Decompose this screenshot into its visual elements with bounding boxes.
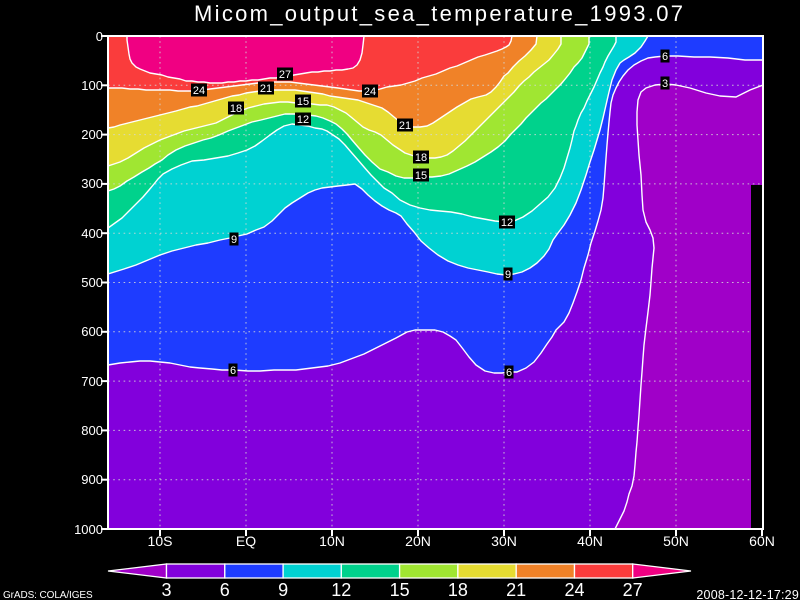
svg-text:6: 6 <box>506 367 512 379</box>
svg-text:12: 12 <box>331 580 351 600</box>
svg-text:15: 15 <box>390 580 410 600</box>
svg-text:3: 3 <box>662 78 668 90</box>
svg-text:24: 24 <box>193 85 205 97</box>
svg-text:21: 21 <box>399 120 411 132</box>
svg-text:18: 18 <box>230 103 242 115</box>
svg-text:24: 24 <box>564 580 584 600</box>
svg-text:15: 15 <box>415 170 427 182</box>
svg-text:9: 9 <box>505 269 511 281</box>
svg-text:9: 9 <box>231 234 237 246</box>
svg-text:21: 21 <box>260 83 272 95</box>
svg-text:12: 12 <box>297 114 309 126</box>
svg-text:12: 12 <box>501 217 513 229</box>
svg-text:24: 24 <box>364 86 376 98</box>
svg-text:18: 18 <box>415 152 427 164</box>
svg-text:6: 6 <box>220 580 230 600</box>
svg-text:6: 6 <box>662 51 668 63</box>
svg-text:27: 27 <box>279 69 291 81</box>
svg-text:21: 21 <box>506 580 526 600</box>
svg-text:27: 27 <box>623 580 643 600</box>
svg-text:18: 18 <box>448 580 468 600</box>
svg-text:3: 3 <box>161 580 171 600</box>
svg-text:15: 15 <box>297 96 309 108</box>
svg-text:6: 6 <box>230 365 236 377</box>
svg-text:9: 9 <box>278 580 288 600</box>
